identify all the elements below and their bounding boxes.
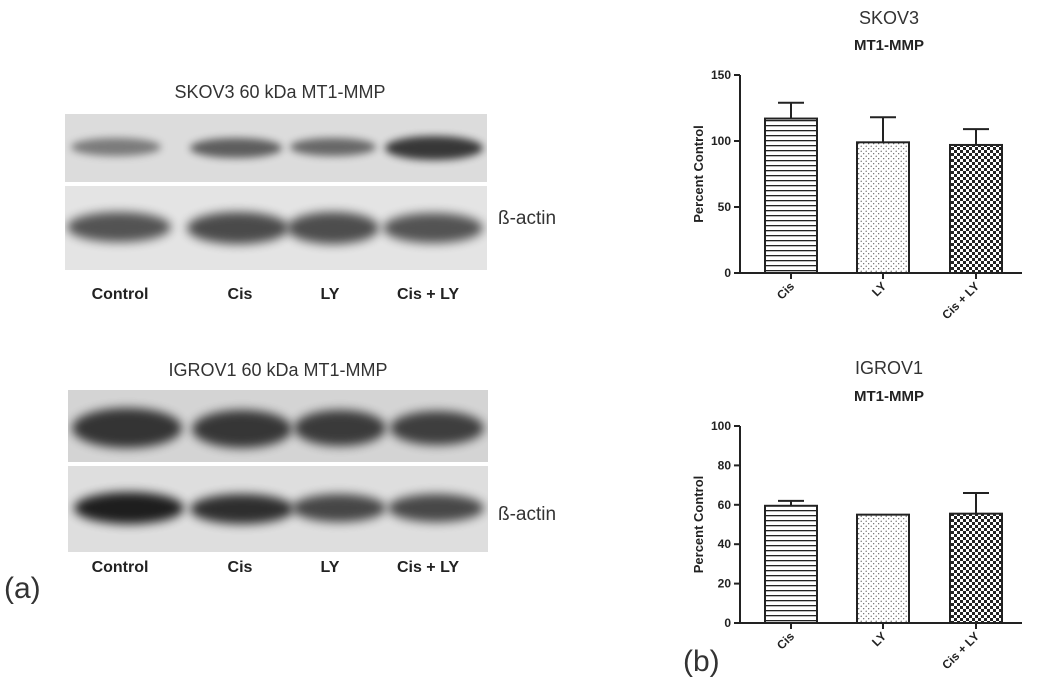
y-tick-label: 100	[711, 419, 731, 433]
band-control	[74, 492, 184, 524]
band-control	[72, 408, 182, 448]
blot-title-igrov1: IGROV1 60 kDa MT1-MMP	[168, 360, 388, 380]
bar-cis	[764, 504, 818, 624]
actin-label-skov3: ß-actin	[498, 208, 557, 229]
y-tick-label: 40	[718, 537, 732, 551]
y-tick-label: 0	[724, 616, 731, 630]
panel-a-tag: (a)	[4, 572, 41, 605]
y-tick-label: 50	[718, 200, 732, 214]
blot-mt1mmp-skov3	[65, 114, 487, 182]
y-tick-label: 0	[724, 266, 731, 280]
y-tick-label: 20	[718, 577, 732, 591]
chart-title: IGROV1	[855, 358, 923, 378]
y-tick-label: 60	[718, 498, 732, 512]
lane-label-ly: LY	[320, 559, 340, 576]
band-control	[71, 138, 161, 156]
band-cis	[190, 494, 294, 524]
lane-label-cis: Cis	[227, 559, 253, 576]
y-axis-label: Percent Control	[691, 125, 706, 223]
y-tick-label: 100	[711, 134, 731, 148]
band-cis-ly	[383, 213, 483, 243]
x-tick-label: LY	[869, 279, 889, 299]
band-cis	[190, 138, 282, 158]
bar-ly	[856, 513, 910, 625]
blot-actin-igrov1	[68, 466, 488, 552]
x-tick-label: LY	[869, 629, 889, 649]
x-tick-label: Cis + LY	[939, 629, 982, 672]
lane-label-control: Control	[91, 286, 149, 303]
bar-cis-ly	[949, 143, 1003, 274]
band-ly	[290, 138, 376, 156]
x-tick-label: Cis	[774, 629, 797, 652]
band-ly	[287, 212, 379, 244]
band-cis-ly	[388, 494, 484, 522]
y-axis-label: Percent Control	[691, 476, 706, 574]
band-ly	[294, 410, 386, 446]
bar-ly	[856, 141, 910, 274]
bar-cis-ly	[949, 512, 1003, 624]
x-tick-label: Cis + LY	[939, 279, 982, 322]
blot-title-skov3: SKOV3 60 kDa MT1-MMP	[174, 82, 386, 102]
chart-title: SKOV3	[859, 8, 919, 28]
x-tick-label: Cis	[774, 279, 797, 302]
band-cis-ly	[390, 411, 484, 445]
y-tick-label: 80	[718, 458, 732, 472]
band-cis	[192, 410, 292, 448]
bar-cis	[764, 117, 818, 274]
chart-subtitle: MT1-MMP	[854, 37, 924, 54]
blot-actin-skov3	[65, 186, 487, 270]
band-cis-ly	[385, 136, 483, 160]
y-tick-label: 150	[711, 68, 731, 82]
band-control	[67, 212, 171, 242]
band-cis	[187, 212, 289, 244]
chart-subtitle: MT1-MMP	[854, 388, 924, 405]
lane-label-cis: Cis	[227, 286, 253, 303]
band-ly	[292, 494, 386, 522]
lane-label-cis-ly: Cis + LY	[396, 559, 460, 576]
lane-label-cis-ly: Cis + LY	[396, 286, 460, 303]
lane-label-control: Control	[91, 559, 149, 576]
actin-label-igrov1: ß-actin	[498, 504, 557, 525]
blot-mt1mmp-igrov1	[68, 390, 488, 462]
panel-b-tag: (b)	[683, 645, 720, 678]
lane-label-ly: LY	[320, 286, 340, 303]
